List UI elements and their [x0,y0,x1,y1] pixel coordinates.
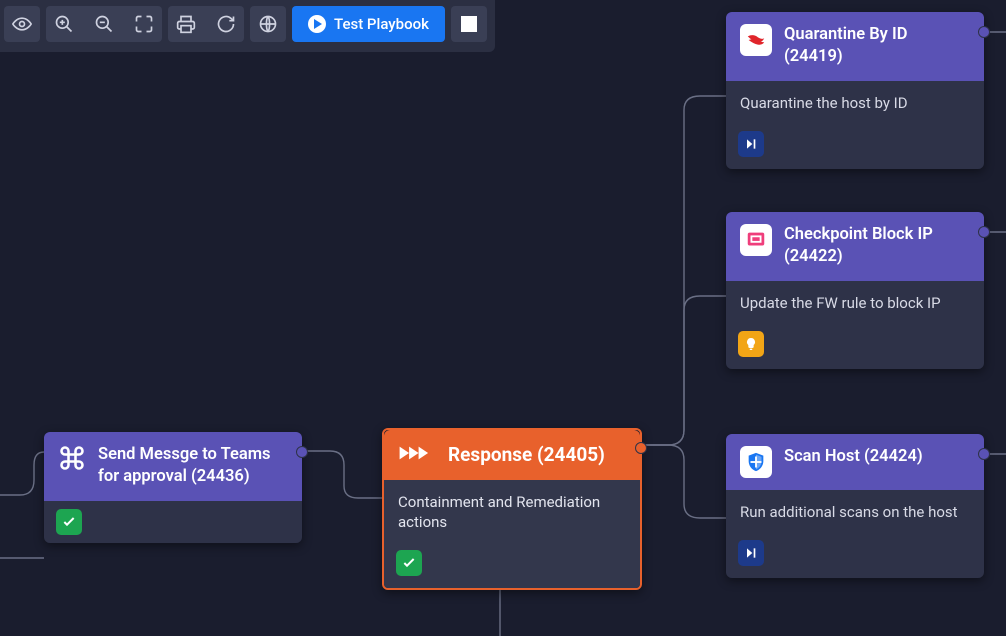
node-description: Update the FW rule to block IP [740,294,941,312]
edge [640,296,726,445]
node-title: Quarantine By ID (24419) [784,24,970,69]
node-footer [726,325,984,369]
check-icon [401,555,417,571]
defender-icon [740,446,772,478]
bulb-icon [743,336,759,352]
node-footer [726,125,984,169]
edge [640,96,726,445]
node-header: Scan Host (24424) [726,434,984,490]
status-badge-success [396,550,422,576]
node-checkpoint[interactable]: Checkpoint Block IP (24422) Update the F… [726,212,984,369]
node-header: Checkpoint Block IP (24422) [726,212,984,281]
node-header: Send Messge to Teams for approval (24436… [44,432,302,501]
node-body: Containment and Remediation actions [384,480,640,545]
node-quarantine[interactable]: Quarantine By ID (24419) Quarantine the … [726,12,984,169]
node-title: Send Messge to Teams for approval (24436… [98,444,288,489]
node-response[interactable]: Response (24405) Containment and Remedia… [382,428,642,590]
crowdstrike-icon [740,24,772,56]
node-title: Scan Host (24424) [784,446,923,468]
node-description: Run additional scans on the host [740,503,958,521]
skip-icon [743,136,759,152]
check-icon [61,514,77,530]
status-badge-skip [738,540,764,566]
edge [0,452,44,495]
node-footer [726,534,984,578]
port-out[interactable] [978,26,990,38]
edge [640,445,726,518]
port-out[interactable] [296,446,308,458]
status-badge-skip [738,131,764,157]
port-out[interactable] [978,226,990,238]
node-body: Quarantine the host by ID [726,81,984,125]
node-header: Quarantine By ID (24419) [726,12,984,81]
node-body: Run additional scans on the host [726,490,984,534]
port-out[interactable] [978,448,990,460]
skip-icon [743,545,759,561]
edge [300,451,382,498]
node-scan-host[interactable]: Scan Host (24424) Run additional scans o… [726,434,984,578]
node-title: Response (24405) [448,442,605,468]
status-badge-success [56,509,82,535]
status-badge-idea [738,331,764,357]
command-icon [58,444,86,472]
playbook-canvas[interactable]: Send Messge to Teams for approval (24436… [0,0,1006,636]
node-header: Response (24405) [384,430,640,480]
node-body: Update the FW rule to block IP [726,281,984,325]
checkpoint-icon [740,224,772,256]
node-description: Quarantine the host by ID [740,94,908,112]
chevrons-icon [398,442,436,464]
port-out[interactable] [635,442,647,454]
node-send-teams[interactable]: Send Messge to Teams for approval (24436… [44,432,302,543]
node-status [44,501,302,543]
node-description: Containment and Remediation actions [398,493,600,531]
node-title: Checkpoint Block IP (24422) [784,224,970,269]
node-footer [384,544,640,588]
